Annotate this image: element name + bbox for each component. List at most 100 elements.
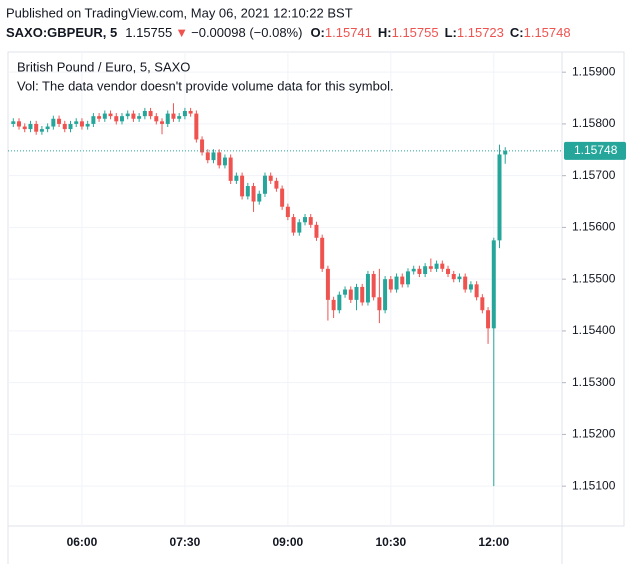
ohlc-value: 1.15723 <box>457 25 504 40</box>
candle-body <box>108 113 113 117</box>
candles <box>11 103 508 487</box>
candle-body <box>388 279 393 290</box>
candle-body <box>137 116 142 119</box>
candle-body <box>331 299 336 311</box>
last-price-label: 1.15748 <box>574 143 618 157</box>
candle-body <box>251 186 256 202</box>
candle-body <box>177 116 182 119</box>
candle-body <box>17 121 22 127</box>
candle-body <box>371 273 376 298</box>
candle-body <box>74 121 79 124</box>
x-tick-label: 10:30 <box>375 535 406 549</box>
candle-body <box>463 276 468 290</box>
ohlc-value: 1.15741 <box>325 25 372 40</box>
grid <box>8 52 562 526</box>
ohlc-value: 1.15748 <box>524 25 571 40</box>
candle-body <box>491 240 496 329</box>
candle-body <box>257 193 262 202</box>
candle-body <box>245 186 250 197</box>
ohlc-label: H: <box>378 25 392 40</box>
x-tick-label: 07:30 <box>170 535 201 549</box>
x-tick-label: 06:00 <box>67 535 98 549</box>
candle-body <box>274 180 279 189</box>
candle-body <box>377 297 382 311</box>
candle-body <box>268 175 273 181</box>
candle-body <box>205 152 210 161</box>
candle-body <box>39 129 44 132</box>
candle-body <box>142 110 147 117</box>
y-tick-label: 1.15800 <box>572 116 616 130</box>
candle-body <box>440 263 445 269</box>
candle-body <box>34 123 39 132</box>
symbol: SAXO:GBPEUR, 5 <box>6 25 117 40</box>
candle-body <box>325 268 330 300</box>
x-tick-label: 09:00 <box>273 535 304 549</box>
candle-body <box>97 116 102 119</box>
candle-body <box>160 121 165 124</box>
candle-body <box>45 126 50 130</box>
candle-body <box>343 289 348 295</box>
candle-body <box>68 123 73 130</box>
candle-body <box>28 123 33 130</box>
candle-body <box>119 116 124 122</box>
candle-body <box>497 154 502 241</box>
candle-body <box>285 206 290 218</box>
candle-body <box>211 152 216 161</box>
candle-body <box>314 224 319 238</box>
candle-body <box>194 113 199 140</box>
candle-body <box>474 284 479 298</box>
candle-body <box>337 294 342 311</box>
candle-body <box>451 273 456 280</box>
candle-body <box>11 121 16 124</box>
candle-body <box>131 113 136 119</box>
candle-body <box>354 286 359 300</box>
candle-body <box>62 123 67 130</box>
candle-body <box>480 297 485 311</box>
candle-body <box>91 116 96 124</box>
y-tick-label: 1.15400 <box>572 323 616 337</box>
candle-body <box>57 118 62 124</box>
candle-body <box>428 266 433 269</box>
candle-body <box>165 113 170 124</box>
candle-body <box>423 266 428 274</box>
candle-body <box>79 121 84 127</box>
candle-body <box>240 175 245 197</box>
candle-body <box>411 268 416 272</box>
ohlc-label: L: <box>445 25 457 40</box>
candle-body <box>348 289 353 300</box>
ohlc-label: O: <box>310 25 324 40</box>
candle-body <box>405 271 410 285</box>
x-tick-label: 12:00 <box>478 535 509 549</box>
y-tick-label: 1.15600 <box>572 220 616 234</box>
chart-title: British Pound / Euro, 5, SAXO <box>17 59 190 74</box>
candle-body <box>468 284 473 290</box>
candle-body <box>308 217 313 225</box>
y-tick-label: 1.15900 <box>572 64 616 78</box>
y-tick-label: 1.15700 <box>572 168 616 182</box>
y-tick-label: 1.15500 <box>572 271 616 285</box>
y-tick-label: 1.15100 <box>572 478 616 492</box>
candle-body <box>486 310 491 329</box>
candle-body <box>114 116 119 122</box>
y-tick-label: 1.15300 <box>572 375 616 389</box>
price: 1.15755 <box>125 25 172 40</box>
candle-body <box>400 276 405 285</box>
candle-body <box>434 263 439 269</box>
y-tick-label: 1.15200 <box>572 427 616 441</box>
candle-body <box>154 116 159 122</box>
candle-body <box>217 152 222 166</box>
candle-body <box>125 113 130 117</box>
candle-body <box>365 273 370 303</box>
candle-body <box>102 113 107 119</box>
candle-body <box>148 110 153 117</box>
candle-body <box>297 222 302 233</box>
ohlc-label: C: <box>510 25 524 40</box>
candle-body <box>171 113 176 119</box>
candle-body <box>182 110 187 117</box>
candle-body <box>262 175 267 194</box>
symbol-info: SAXO:GBPEUR, 5 1.15755 ▼ −0.00098 (−0.08%) O… <box>6 25 571 40</box>
candle-body <box>222 157 227 166</box>
chart-frame <box>7 51 625 527</box>
candle-body <box>383 279 388 311</box>
candle-body <box>503 150 508 155</box>
